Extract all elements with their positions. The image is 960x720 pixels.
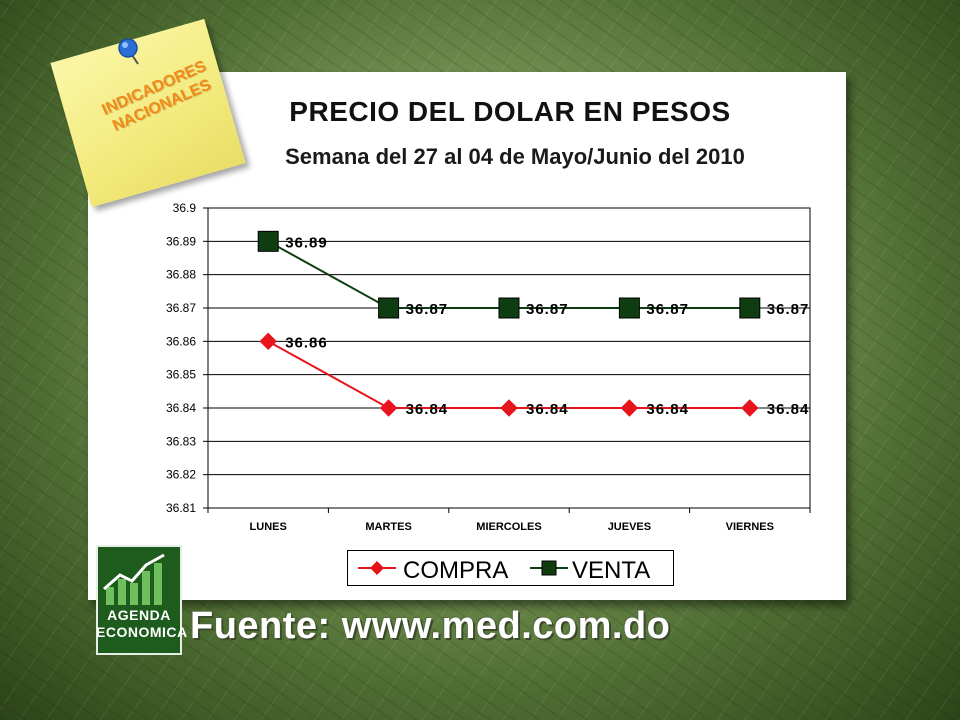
data-point-square	[498, 297, 520, 319]
x-tick-label: LUNES	[250, 521, 287, 533]
data-point-diamond	[500, 399, 518, 417]
y-tick-label: 36.9	[173, 201, 197, 215]
y-tick-label: 36.87	[166, 301, 196, 315]
data-label: 36.87	[406, 301, 449, 318]
x-tick-label: MIERCOLES	[476, 521, 541, 533]
y-tick-label: 36.89	[166, 234, 196, 248]
logo-line-2: ECONOMICA	[96, 624, 188, 640]
y-tick-label: 36.81	[166, 501, 196, 515]
data-point-square	[378, 297, 400, 319]
data-label: 36.89	[285, 234, 328, 251]
legend-graphics: COMPRA VENTA	[358, 557, 650, 584]
data-point-diamond	[620, 399, 639, 417]
x-tick-label: MARTES	[365, 521, 411, 533]
y-tick-label: 36.84	[166, 401, 196, 415]
data-label: 36.84	[406, 401, 449, 418]
y-tick-label: 36.88	[166, 268, 196, 282]
agenda-economica-logo: AGENDA ECONOMICA	[96, 545, 188, 655]
data-point-square	[618, 297, 640, 319]
logo-text: AGENDA ECONOMICA	[96, 607, 188, 641]
y-tick-label: 36.85	[166, 368, 196, 382]
x-tick-label: VIERNES	[726, 521, 774, 533]
legend-marker-diamond	[370, 561, 384, 575]
y-tick-label: 36.83	[166, 434, 196, 448]
data-label: 36.84	[646, 401, 689, 418]
source-caption: Fuente: www.med.com.do	[190, 605, 671, 647]
pushpin-icon	[118, 38, 139, 65]
x-tick-label: JUEVES	[608, 521, 651, 533]
chart-subtitle: Semana del 27 al 04 de Mayo/Junio del 20…	[285, 144, 745, 169]
data-label: 36.87	[646, 301, 689, 318]
data-label: 36.86	[285, 334, 328, 351]
logo-chart-icon	[103, 553, 165, 605]
data-label: 36.84	[767, 401, 810, 418]
data-point-diamond	[741, 399, 759, 417]
chart-legend: COMPRA VENTA	[347, 550, 674, 586]
data-label: 36.87	[526, 301, 569, 318]
logo-line-1: AGENDA	[107, 607, 171, 623]
data-point-square	[257, 230, 279, 252]
data-label: 36.87	[767, 301, 810, 318]
data-point-diamond	[379, 399, 398, 417]
data-point-diamond	[259, 332, 277, 351]
legend-marker-square	[541, 560, 557, 576]
plot-area	[207, 207, 811, 509]
legend-label-compra: COMPRA	[403, 557, 508, 584]
chart-title: PRECIO DEL DOLAR EN PESOS	[289, 96, 731, 127]
data-label: 36.84	[526, 401, 569, 418]
data-point-square	[739, 297, 761, 319]
y-tick-label: 36.86	[166, 334, 196, 348]
legend-label-venta: VENTA	[572, 557, 650, 584]
y-tick-label: 36.82	[166, 468, 196, 482]
